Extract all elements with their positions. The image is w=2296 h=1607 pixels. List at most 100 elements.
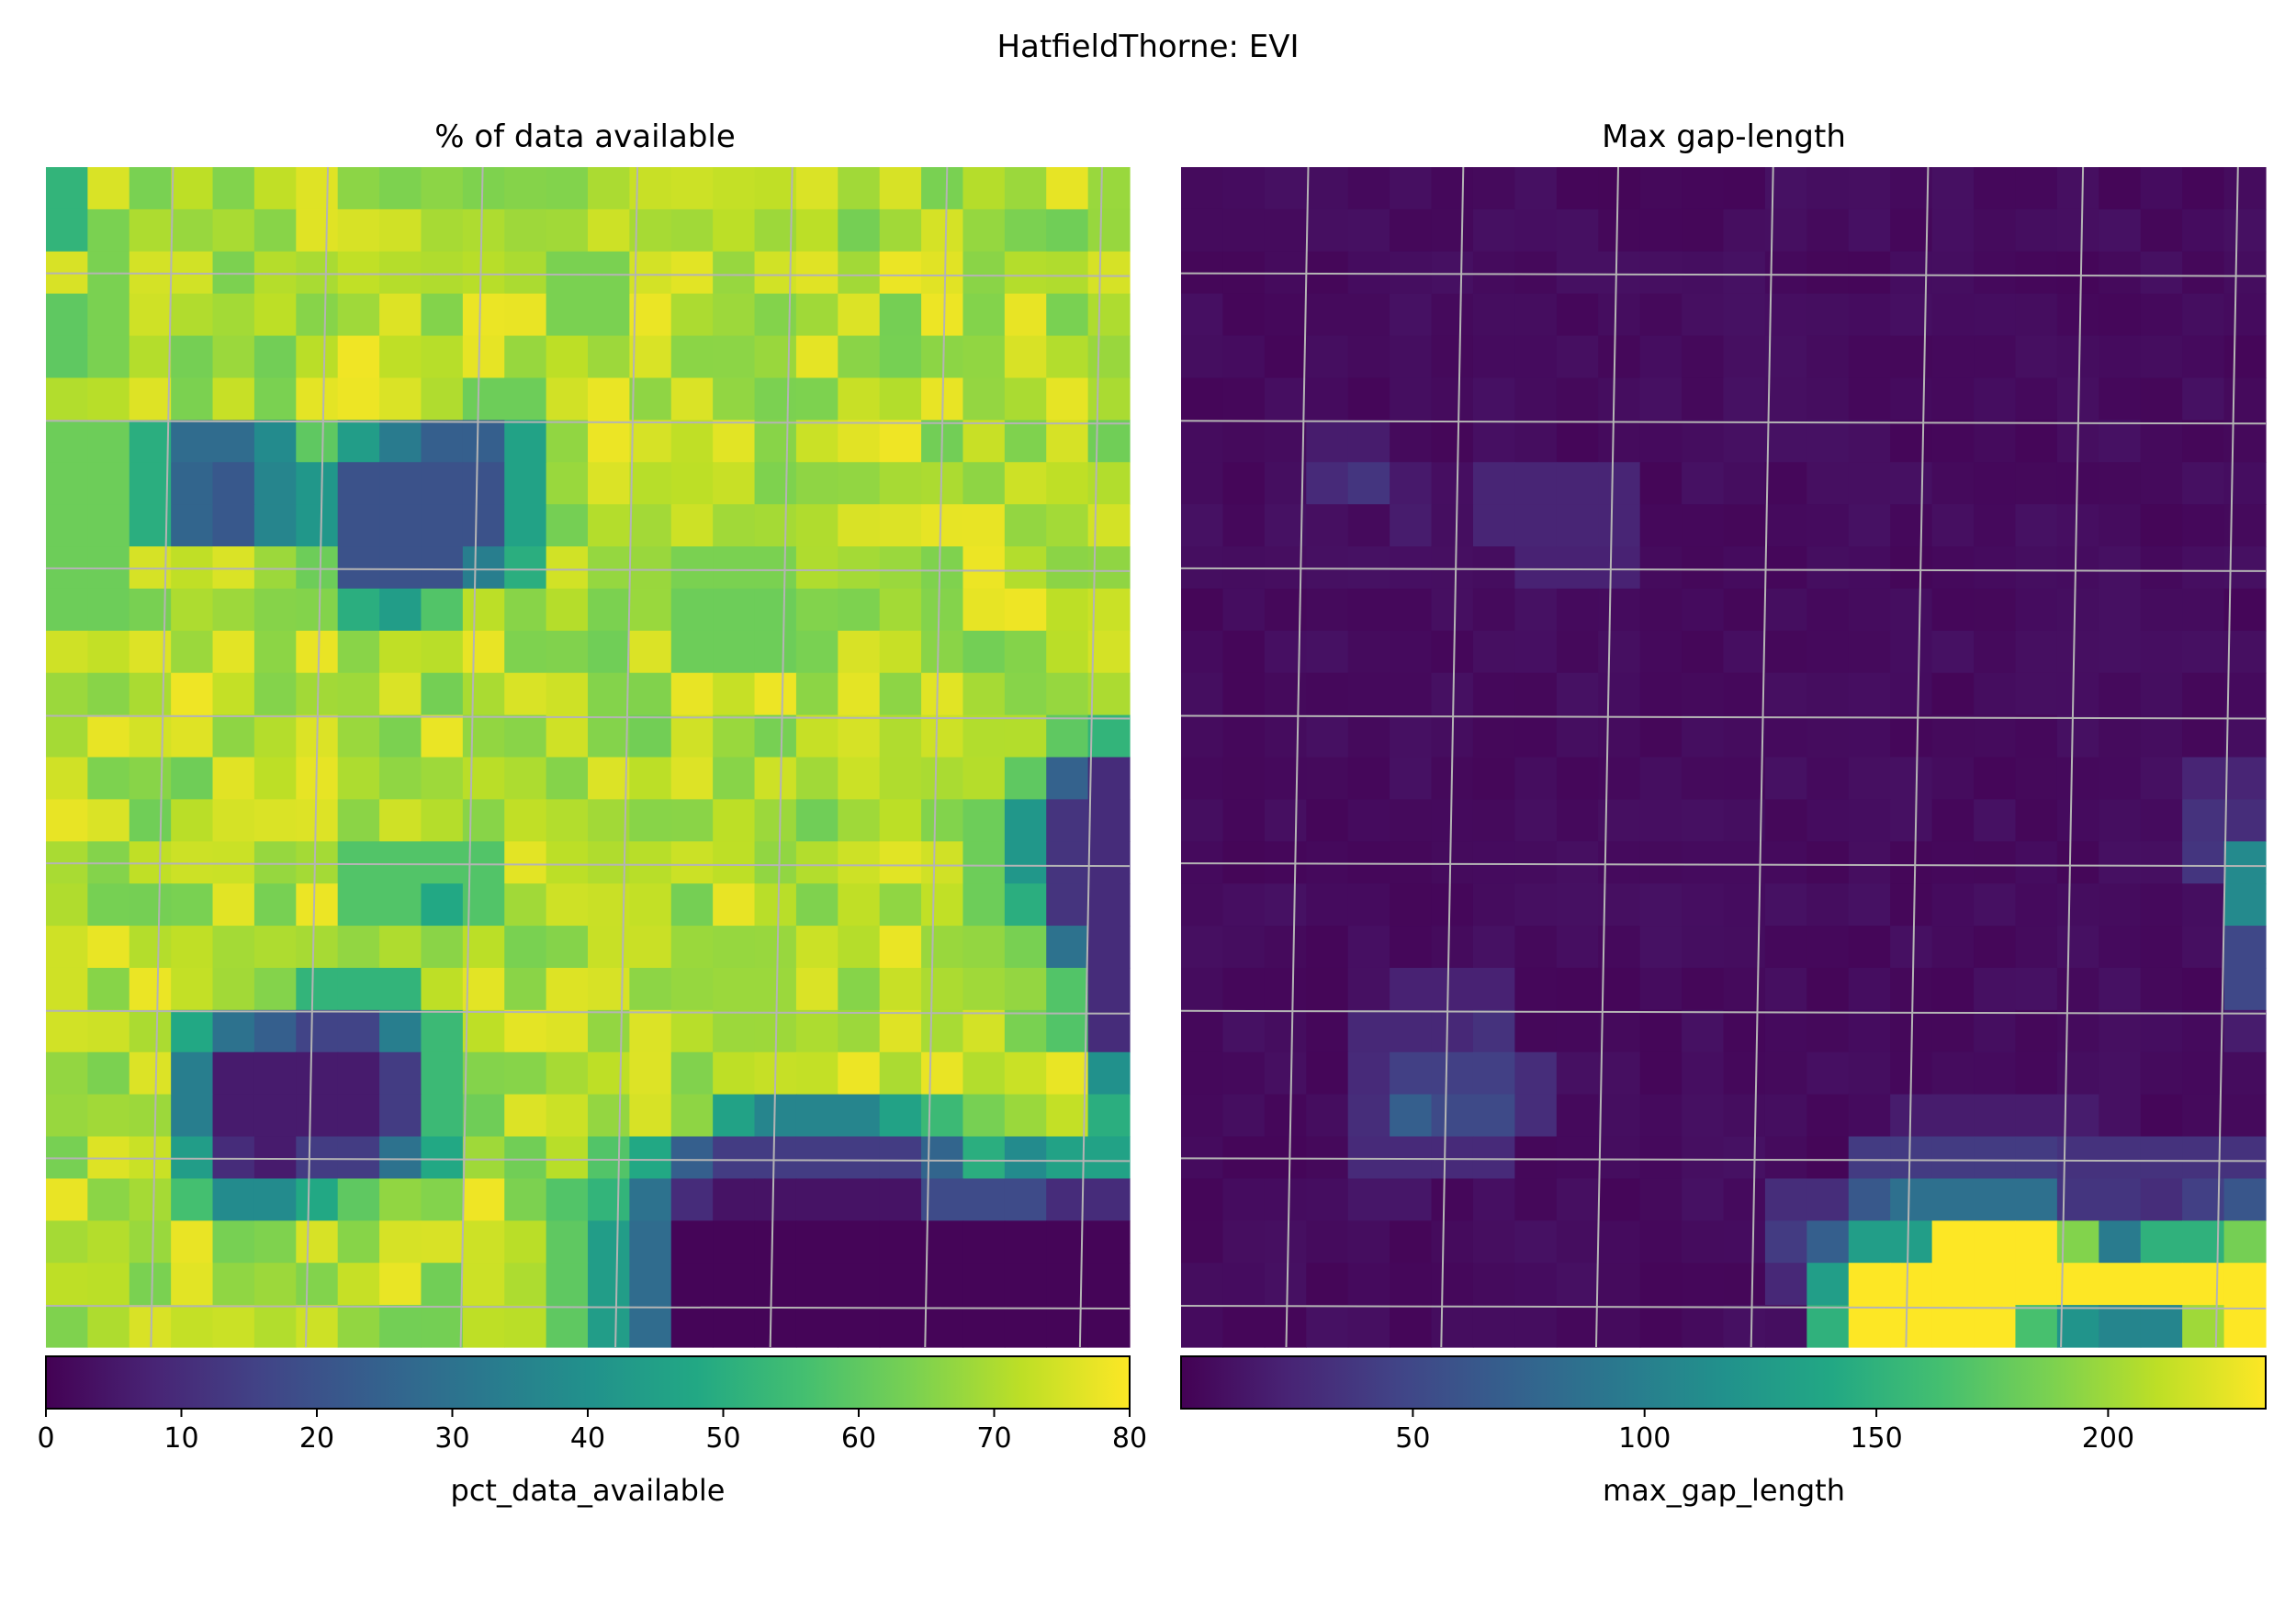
heatmap-cell xyxy=(46,209,88,252)
heatmap-cell xyxy=(129,167,172,209)
heatmap-cell xyxy=(1765,1220,1807,1263)
heatmap-cell xyxy=(880,968,922,1010)
heatmap-cell xyxy=(755,968,797,1010)
heatmap-cell xyxy=(1390,758,1432,800)
heatmap-cell xyxy=(546,589,589,631)
heatmap-cell xyxy=(129,377,172,420)
heatmap-cell xyxy=(671,968,714,1010)
heatmap-cell xyxy=(1306,883,1348,926)
heatmap-cell xyxy=(1306,167,1348,209)
heatmap-cell xyxy=(46,1178,88,1220)
heatmap-cell xyxy=(1432,1305,1474,1347)
heatmap-cell xyxy=(1890,926,1932,968)
heatmap-cell xyxy=(2182,1137,2224,1179)
heatmap-cell xyxy=(504,883,546,926)
heatmap-cells xyxy=(46,167,1131,1348)
heatmap-cell xyxy=(796,167,838,209)
heatmap-cell xyxy=(588,377,630,420)
heatmap-cell xyxy=(463,1137,505,1179)
heatmap-cell xyxy=(1806,252,1849,294)
heatmap-cell xyxy=(1432,1178,1474,1220)
heatmap-cell xyxy=(2141,841,2183,883)
heatmap-cell xyxy=(129,1263,172,1305)
heatmap-cell xyxy=(838,1220,880,1263)
heatmap-cell xyxy=(1222,462,1265,504)
heatmap-cell xyxy=(796,252,838,294)
heatmap-cell xyxy=(1348,377,1390,420)
heatmap-cell xyxy=(1432,504,1474,546)
heatmap-cell xyxy=(2141,1095,2183,1137)
heatmap-cell xyxy=(2224,1178,2267,1220)
heatmap-cell xyxy=(338,1305,380,1347)
heatmap-cell xyxy=(1640,462,1683,504)
heatmap-cell xyxy=(1390,715,1432,758)
heatmap-cell xyxy=(1005,715,1047,758)
heatmap-cell xyxy=(2099,631,2141,673)
heatmap-cell xyxy=(1514,167,1557,209)
colorbar-gradient xyxy=(1181,1356,2266,1409)
heatmap-cell xyxy=(1598,209,1640,252)
heatmap-cell xyxy=(504,799,546,841)
heatmap-cell xyxy=(1557,167,1599,209)
heatmap-cell xyxy=(2015,673,2057,715)
heatmap-cell xyxy=(1348,420,1390,462)
heatmap-cell xyxy=(1390,1263,1432,1305)
heatmap-cell xyxy=(504,968,546,1010)
heatmap-cell xyxy=(1640,294,1683,336)
heatmap-cell xyxy=(546,758,589,800)
heatmap-cell xyxy=(2099,1095,2141,1137)
heatmap-cell xyxy=(1974,546,2016,589)
heatmap-cell xyxy=(1557,1095,1599,1137)
heatmap-cell xyxy=(1932,462,1975,504)
heatmap-cell xyxy=(1046,715,1088,758)
heatmap-cell xyxy=(1598,673,1640,715)
heatmap-cell xyxy=(962,673,1005,715)
heatmap-cell xyxy=(254,589,297,631)
heatmap-cell xyxy=(1640,1095,1683,1137)
heatmap-cell xyxy=(2099,673,2141,715)
heatmap-cell xyxy=(129,715,172,758)
heatmap-cell xyxy=(755,420,797,462)
heatmap-cell xyxy=(421,1052,463,1095)
heatmap-cell xyxy=(1849,1010,1891,1052)
heatmap-cell xyxy=(1348,883,1390,926)
heatmap-cell xyxy=(588,209,630,252)
heatmap-cell xyxy=(1724,589,1766,631)
heatmap-cell xyxy=(1890,546,1932,589)
heatmap-cell xyxy=(379,504,422,546)
heatmap-cell xyxy=(2015,167,2057,209)
figure-title: HatfieldThorne: EVI xyxy=(996,28,1299,65)
heatmap-cell xyxy=(1514,926,1557,968)
heatmap-cell xyxy=(171,377,213,420)
heatmap-cell xyxy=(962,926,1005,968)
heatmap-cell xyxy=(2182,1095,2224,1137)
colorbar-tick-label: 50 xyxy=(1395,1422,1430,1455)
heatmap-cell xyxy=(296,377,338,420)
heatmap-cell xyxy=(1306,799,1348,841)
heatmap-cell xyxy=(1432,1052,1474,1095)
heatmap-cell xyxy=(1765,1263,1807,1305)
heatmap-cell xyxy=(338,420,380,462)
heatmap-cell xyxy=(1046,673,1088,715)
heatmap-cell xyxy=(1390,209,1432,252)
heatmap-cell xyxy=(421,715,463,758)
heatmap-cell xyxy=(1514,1220,1557,1263)
heatmap-cell xyxy=(755,715,797,758)
heatmap-cell xyxy=(1181,420,1223,462)
heatmap-cell xyxy=(1005,1220,1047,1263)
heatmap-cell xyxy=(129,209,172,252)
heatmap-cell xyxy=(1682,1220,1724,1263)
heatmap-cell xyxy=(213,462,255,504)
heatmap-cell xyxy=(1849,926,1891,968)
heatmap-cell xyxy=(629,420,671,462)
heatmap-cell xyxy=(1348,209,1390,252)
heatmap-cell xyxy=(87,420,129,462)
heatmap-cell xyxy=(1806,883,1849,926)
heatmap-cell xyxy=(338,209,380,252)
heatmap-cell xyxy=(629,926,671,968)
heatmap-cell xyxy=(2015,546,2057,589)
heatmap-cell xyxy=(880,1305,922,1347)
heatmap-cell xyxy=(379,1178,422,1220)
heatmap-cell xyxy=(1765,968,1807,1010)
heatmap-cell xyxy=(2224,758,2267,800)
